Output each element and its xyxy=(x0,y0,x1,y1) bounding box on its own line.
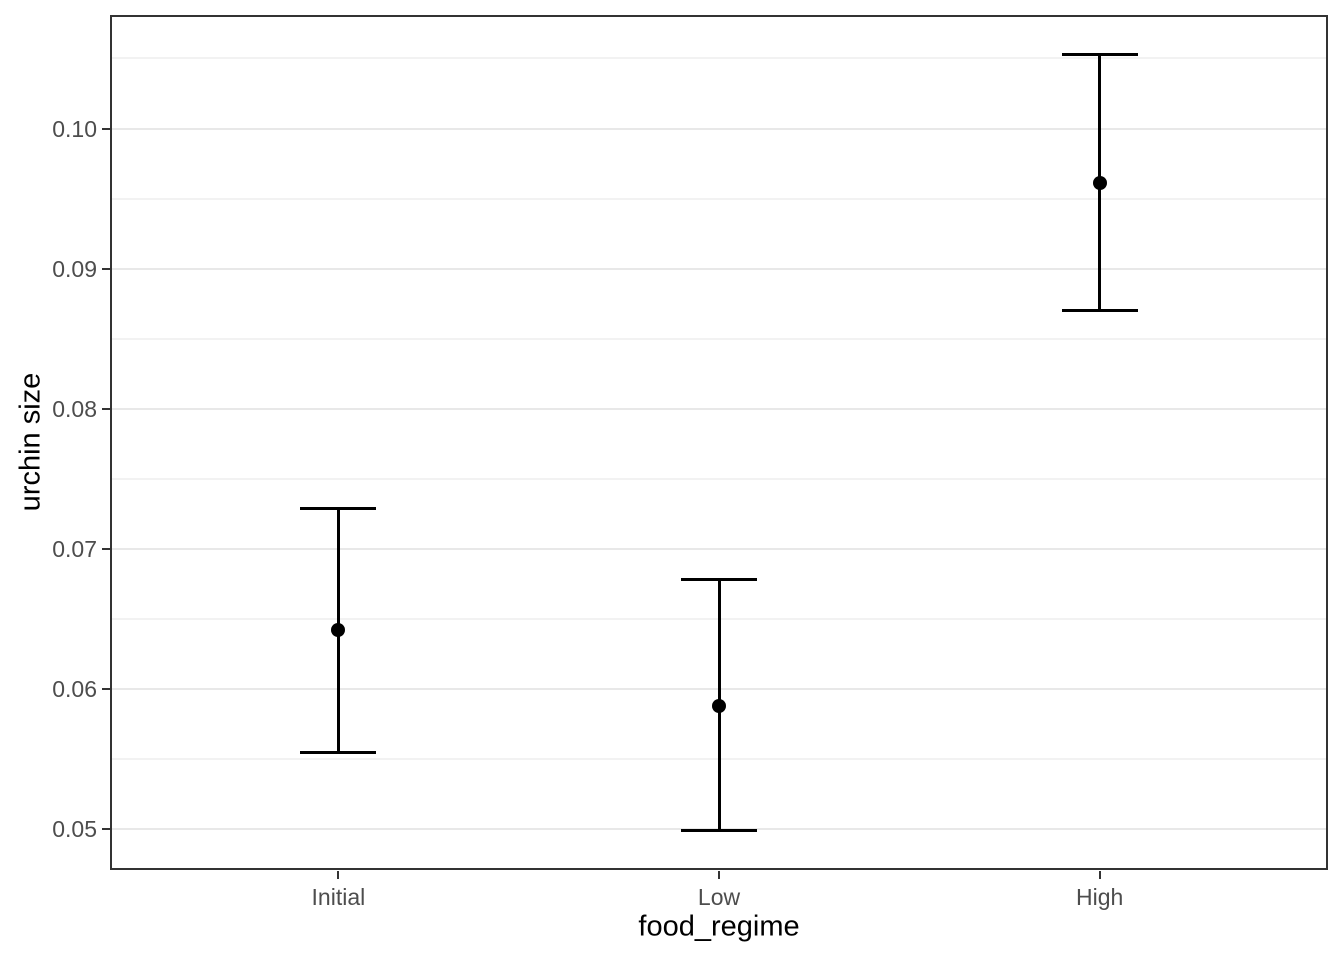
error-bar-cap-top xyxy=(1061,52,1138,56)
grid-major-line xyxy=(112,407,1326,410)
error-bar-cap-bottom xyxy=(1061,309,1138,313)
y-tick-mark xyxy=(102,828,110,831)
mean-point xyxy=(331,623,346,638)
x-tick-mark xyxy=(718,871,720,879)
y-tick-mark xyxy=(102,127,110,130)
grid-major-line xyxy=(112,127,1326,130)
y-tick-label: 0.09 xyxy=(52,255,97,282)
x-axis-title: food_regime xyxy=(638,910,800,943)
y-tick-label: 0.10 xyxy=(52,115,97,142)
y-axis-title: urchin size xyxy=(14,372,47,512)
x-tick-label: Low xyxy=(697,884,741,910)
mean-point xyxy=(712,699,726,713)
y-tick-label: 0.05 xyxy=(52,816,97,843)
y-tick-label: 0.06 xyxy=(52,676,97,703)
y-tick-mark xyxy=(102,688,110,691)
x-tick-label: High xyxy=(1075,884,1124,910)
grid-minor-line xyxy=(112,337,1326,340)
mean-point xyxy=(1092,176,1107,191)
grid-major-line xyxy=(112,548,1326,551)
x-tick-mark xyxy=(1098,871,1101,879)
error-bar-cap-top xyxy=(300,506,377,510)
error-bar-cap-bottom xyxy=(681,829,757,833)
grid-major-line xyxy=(112,267,1326,270)
y-tick-label: 0.08 xyxy=(52,395,97,422)
grid-minor-line xyxy=(112,57,1326,60)
error-bar-cap-top xyxy=(681,578,757,582)
grid-minor-line xyxy=(112,477,1326,480)
error-bar-cap-bottom xyxy=(300,750,377,754)
grid-minor-line xyxy=(112,197,1326,200)
y-tick-mark xyxy=(102,267,110,270)
y-tick-label: 0.07 xyxy=(52,536,97,563)
y-tick-mark xyxy=(102,548,110,551)
x-tick-label: Initial xyxy=(311,884,366,910)
y-tick-mark xyxy=(102,407,110,410)
x-tick-mark xyxy=(337,871,340,879)
